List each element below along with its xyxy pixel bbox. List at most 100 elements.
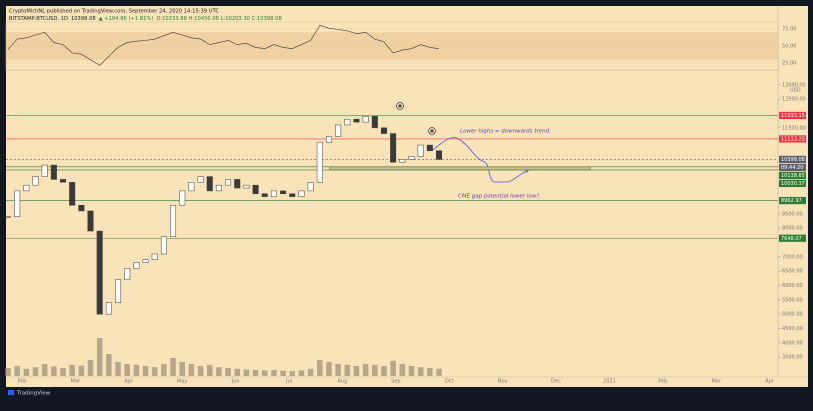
volume-bar	[14, 366, 20, 376]
currency-label: USD	[790, 87, 801, 93]
volume-bar	[197, 366, 204, 376]
candle	[435, 150, 443, 160]
volume-bar	[170, 358, 176, 376]
price-tag-label: 10398.08	[781, 157, 805, 163]
volume-bar	[234, 368, 241, 376]
price-tag-label: 8962.97	[781, 198, 802, 204]
time-tick-label: Feb	[18, 379, 27, 385]
time-tick-label: Feb	[658, 379, 667, 385]
candle	[371, 116, 378, 129]
candle	[170, 204, 177, 238]
candle	[353, 118, 360, 123]
candle	[124, 268, 131, 281]
volume-bar	[96, 338, 103, 376]
price-tick-label: 7000.00	[782, 254, 803, 260]
rsi-tick-label: 50.00	[782, 44, 796, 50]
volume-bar	[353, 366, 360, 376]
time-tick-label: Aug	[338, 379, 348, 385]
time-tick-label: Sep	[391, 379, 400, 385]
price-tick-label: 11500.00	[782, 125, 806, 131]
candle	[60, 179, 67, 183]
volume-bar	[78, 365, 85, 376]
volume-bar	[69, 364, 75, 376]
candle	[243, 184, 250, 189]
candle	[188, 182, 195, 192]
last-price: 10398.08	[71, 16, 96, 22]
price-tick-label: 12500.00	[782, 97, 806, 103]
time-tick-label: Nov	[498, 379, 508, 385]
candle	[289, 193, 296, 197]
rsi-line	[7, 25, 440, 66]
volume-bar	[206, 364, 213, 376]
candle	[23, 184, 30, 192]
volume-bar	[362, 364, 369, 376]
candle	[325, 136, 332, 143]
volume-bar	[436, 368, 442, 376]
time-tick-label: Mar	[71, 379, 81, 385]
projection-path	[431, 137, 529, 183]
time-tick-label: May	[177, 379, 187, 385]
volume-bar	[381, 366, 387, 376]
candle	[426, 144, 433, 152]
volume-bar	[142, 366, 149, 376]
volume-bar	[115, 362, 121, 376]
volume-bar	[5, 368, 11, 376]
price-tick-label: 6500.00	[782, 269, 803, 275]
price-tag-label: 11933.15	[781, 113, 805, 119]
volume-bar	[216, 367, 222, 376]
annotation: Lower highs = downwards trend.	[460, 129, 551, 135]
candle	[261, 193, 268, 197]
candle	[87, 210, 94, 232]
volume-bar	[60, 368, 66, 376]
volume-bar	[271, 370, 277, 376]
volume-bar	[106, 354, 112, 376]
volume-bar	[408, 366, 415, 376]
candle	[390, 133, 397, 163]
symbol: BITSTAMP:BTCUSD, 1D	[9, 16, 68, 22]
candle	[69, 182, 76, 206]
candle	[316, 141, 323, 183]
high-marker-dot	[398, 104, 402, 108]
candle	[280, 190, 287, 195]
candle	[41, 164, 48, 177]
volume-bar	[252, 370, 259, 376]
candle	[344, 118, 351, 126]
price-tag	[779, 234, 806, 242]
volume-bar	[317, 360, 323, 376]
logo: TradingView	[8, 390, 51, 397]
volume-bar	[188, 364, 195, 376]
price-tag	[779, 135, 806, 143]
price-tick-label: 8500.00	[782, 211, 803, 217]
volume-bar	[335, 364, 341, 376]
price-tag	[779, 111, 806, 120]
candle	[179, 190, 186, 206]
candle	[215, 184, 222, 192]
price-tick-label: 13000.00	[782, 82, 806, 88]
price-tag-label: 11113.23	[781, 136, 805, 142]
volume-bar	[243, 369, 250, 376]
price-tag-label: 10138.65	[781, 173, 805, 179]
price-tick-label: 8000.00	[782, 226, 803, 232]
lower-high-marker	[428, 127, 436, 135]
volume-bar	[326, 362, 332, 376]
candle	[32, 176, 39, 186]
candle	[417, 144, 424, 157]
candle	[399, 159, 406, 163]
volume-bar	[262, 370, 268, 376]
volume-bar	[161, 364, 167, 376]
time-tick-label: Dec	[551, 379, 561, 385]
volume-bar	[87, 360, 94, 376]
rsi-tick-label: 75.00	[782, 26, 796, 32]
time-tick-label: 2021	[603, 379, 616, 385]
logo-text: TradingView	[16, 391, 51, 397]
candle	[408, 156, 415, 160]
candle	[206, 176, 213, 192]
candle	[234, 179, 241, 189]
price-tag	[779, 155, 806, 164]
volume-bar	[399, 364, 406, 376]
candle	[252, 184, 259, 195]
price-tick-label: 4500.00	[782, 326, 803, 332]
volume-bar	[151, 367, 158, 376]
volume-bar	[427, 368, 433, 376]
